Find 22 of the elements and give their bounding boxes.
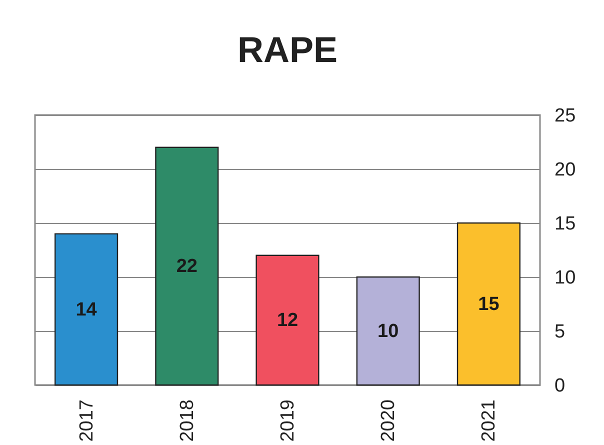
x-tick-label: 2020 — [378, 400, 400, 442]
x-tick-label: 2018 — [176, 400, 198, 442]
x-tick-label: 2017 — [76, 400, 98, 442]
y-tick-label: 15 — [554, 214, 576, 234]
data-label: 14 — [76, 299, 98, 320]
bar — [155, 146, 219, 386]
data-label: 15 — [478, 294, 500, 315]
y-tick-label: 20 — [554, 160, 576, 180]
x-tick-label: 2021 — [478, 400, 500, 442]
data-label: 12 — [276, 310, 298, 332]
bar — [54, 233, 118, 386]
bar — [256, 254, 320, 386]
data-label: 10 — [378, 321, 399, 342]
data-label: 22 — [176, 256, 198, 278]
y-tick-label: 5 — [554, 322, 566, 342]
y-tick-label: 25 — [554, 106, 576, 126]
y-tick-label: 10 — [554, 268, 576, 288]
x-tick-label: 2019 — [278, 400, 298, 442]
y-tick-label: 0 — [554, 376, 566, 396]
bar — [456, 222, 520, 386]
bar — [356, 276, 420, 386]
chart-title: RAPE — [237, 29, 338, 70]
